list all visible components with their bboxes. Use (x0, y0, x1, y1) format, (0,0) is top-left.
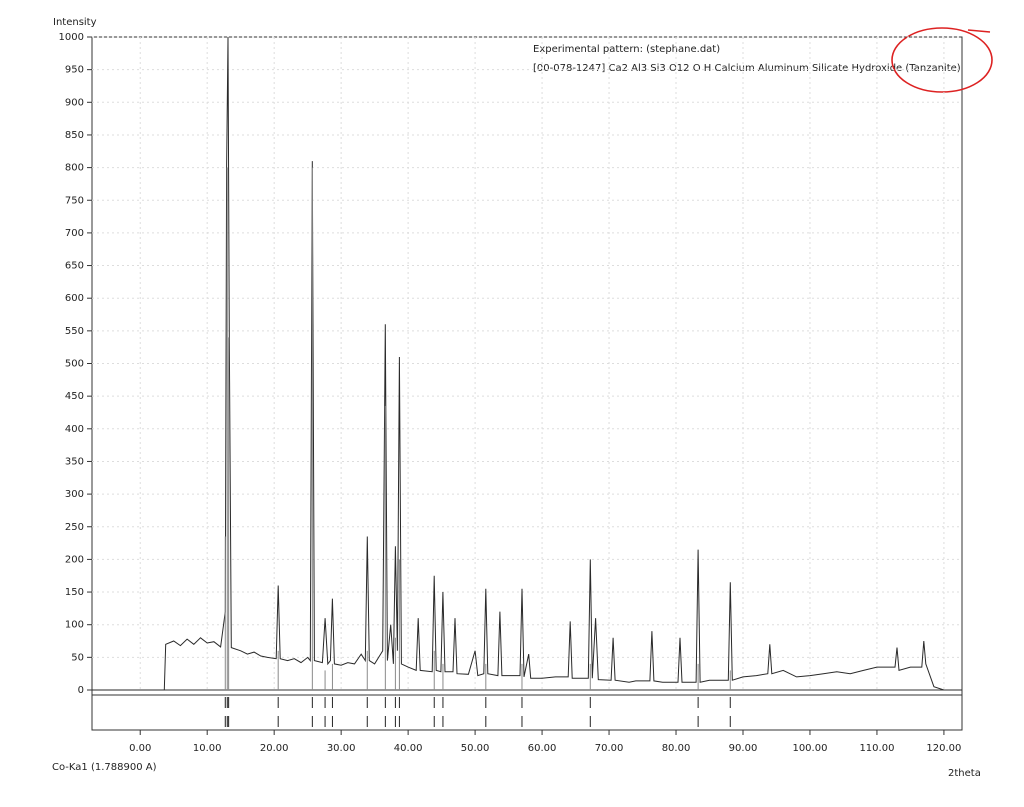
y-axis-label: Intensity (53, 17, 97, 28)
y-tick-label: 150 (65, 587, 84, 598)
x-tick-label: 20.00 (260, 743, 289, 754)
x-tick-label: 10.00 (193, 743, 222, 754)
plot-frame (91, 36, 963, 731)
y-tick-label: 350 (65, 456, 84, 467)
y-tick-label: 550 (65, 326, 84, 337)
x-tick-label: 110.00 (859, 743, 894, 754)
y-tick-label: 650 (65, 261, 84, 272)
y-tick-label: 450 (65, 391, 84, 402)
x-tick-label: 0.00 (129, 743, 151, 754)
x-axis-label: 2theta (948, 768, 981, 779)
y-tick-label: 300 (65, 489, 84, 500)
y-tick-label: 600 (65, 293, 84, 304)
legend-entry: [00-078-1247] Ca2 Al3 Si3 O12 O H Calciu… (533, 63, 961, 74)
x-tick-label: 30.00 (327, 743, 356, 754)
legend-entry: Experimental pattern: (stephane.dat) (533, 44, 720, 55)
x-tick-label: 80.00 (662, 743, 691, 754)
y-tick-label: 500 (65, 359, 84, 370)
y-tick-label: 400 (65, 424, 84, 435)
x-tick-label: 120.00 (926, 743, 961, 754)
x-tick-label: 100.00 (792, 743, 827, 754)
y-tick-label: 100 (65, 620, 84, 631)
x-tick-label: 70.00 (595, 743, 624, 754)
y-tick-label: 950 (65, 65, 84, 76)
y-tick-label: 1000 (59, 32, 84, 43)
pattern-line (92, 36, 962, 691)
x-tick-label: 90.00 (729, 743, 758, 754)
y-tick-label: 700 (65, 228, 84, 239)
annotation-tail (967, 29, 991, 33)
annotation-circle (891, 27, 993, 93)
x-tick-label: 60.00 (528, 743, 557, 754)
x-tick-label: 50.00 (461, 743, 490, 754)
y-tick-label: 900 (65, 97, 84, 108)
wavelength-label: Co-Ka1 (1.788900 A) (52, 762, 157, 773)
y-tick-label: 750 (65, 195, 84, 206)
y-tick-label: 850 (65, 130, 84, 141)
y-tick-label: 250 (65, 522, 84, 533)
y-tick-label: 800 (65, 163, 84, 174)
x-tick-label: 40.00 (394, 743, 423, 754)
y-tick-label: 0 (78, 685, 84, 696)
y-tick-label: 200 (65, 554, 84, 565)
y-tick-label: 50 (71, 652, 84, 663)
